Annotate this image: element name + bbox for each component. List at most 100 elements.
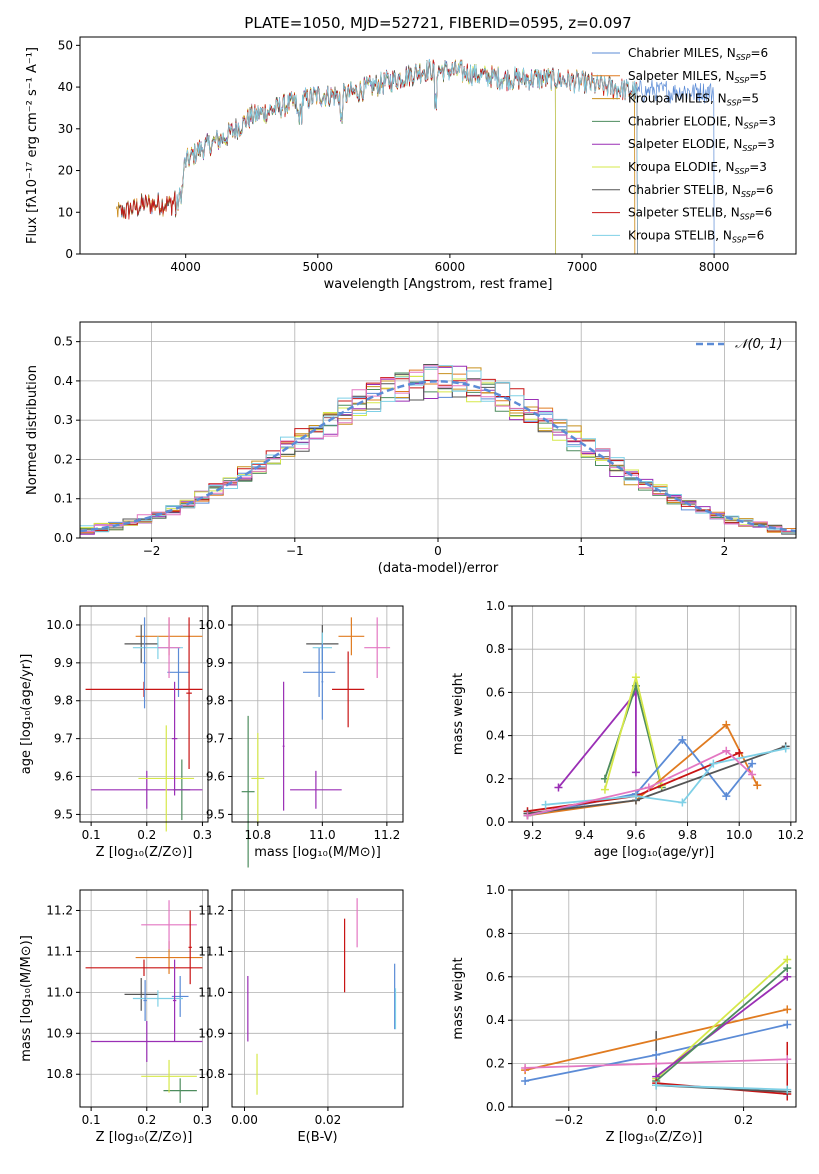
weight-marker <box>783 1020 792 1029</box>
weight-marker <box>709 759 718 768</box>
weight-marker <box>644 783 653 792</box>
y-tick-label: 0.8 <box>486 926 505 940</box>
weight-marker <box>783 1055 792 1064</box>
z-mass-grid <box>80 890 208 1107</box>
y-tick-label: 0.1 <box>54 492 73 506</box>
x-tick-label: −0.2 <box>554 1113 583 1127</box>
weight-marker <box>722 720 731 729</box>
weight-marker <box>631 673 640 682</box>
x-tick-label: 9.6 <box>626 828 645 842</box>
y-tick-label: 10 <box>58 205 73 219</box>
spectrum-line <box>116 59 636 254</box>
ebv-mass-frame <box>231 889 404 1108</box>
x-tick-label: 0.1 <box>82 1113 101 1127</box>
spectrum-line <box>173 59 556 254</box>
y-tick-label: 9.7 <box>54 732 73 746</box>
weight-marker <box>521 1076 530 1085</box>
weight-marker <box>783 1085 792 1094</box>
x-axis-label: mass [log₁₀(M/M⊙)] <box>254 845 381 860</box>
weight-line <box>527 738 753 817</box>
legend-entry: Chabrier ELODIE, NSSP=3 <box>628 114 776 130</box>
weight-marker <box>600 785 609 794</box>
legend-entry: Kroupa STELIB, NSSP=6 <box>628 228 764 244</box>
spectrum-frame <box>79 36 797 255</box>
x-tick-label: 0.2 <box>734 1113 753 1127</box>
x-axis-label: E(B-V) <box>297 1130 337 1145</box>
x-axis-label: Z [log₁₀(Z/Z⊙)] <box>606 1130 703 1145</box>
y-tick-label: 10.8 <box>198 1067 225 1081</box>
weight-marker <box>748 759 757 768</box>
z-mass-frame <box>79 889 209 1108</box>
y-tick-label: 9.6 <box>54 770 73 784</box>
y-tick-label: 11.0 <box>46 985 73 999</box>
weight-marker <box>652 1050 661 1059</box>
y-tick-label: 0.5 <box>54 335 73 349</box>
x-tick-label: 4000 <box>170 260 201 274</box>
y-axis-label: mass weight <box>451 957 466 1039</box>
legend-entry: Salpeter MILES, NSSP=5 <box>628 69 767 85</box>
weight-marker <box>781 744 790 753</box>
y-tick-label: 9.7 <box>206 732 225 746</box>
weight-marker <box>631 792 640 801</box>
y-tick-label: 11.1 <box>198 944 225 958</box>
weight-marker <box>541 800 550 809</box>
y-tick-label: 0.0 <box>54 531 73 545</box>
x-axis-label: Z [log₁₀(Z/Z⊙)] <box>96 845 193 860</box>
y-tick-label: 0.3 <box>54 413 73 427</box>
y-axis-label: mass weight <box>451 673 466 755</box>
x-tick-label: −1 <box>286 544 304 558</box>
x-tick-label: 5000 <box>303 260 334 274</box>
y-tick-label: 0.6 <box>486 970 505 984</box>
x-tick-label: 0.02 <box>315 1113 342 1127</box>
ebv-mass-grid <box>232 890 403 1107</box>
x-tick-label: 10.0 <box>726 828 753 842</box>
y-tick-label: 10.8 <box>46 1067 73 1081</box>
weight-marker <box>735 748 744 757</box>
x-axis-label: wavelength [Angstrom, rest frame] <box>324 277 553 292</box>
weight-line <box>655 967 788 1082</box>
x-tick-label: 0.3 <box>193 1113 212 1127</box>
y-tick-label: 9.8 <box>206 694 225 708</box>
y-tick-label: 0.4 <box>486 1013 505 1027</box>
weight-line <box>557 689 637 788</box>
weight-marker <box>521 1063 530 1072</box>
x-tick-label: 1 <box>577 544 585 558</box>
y-tick-label: 9.5 <box>54 807 73 821</box>
z-age-frame <box>79 605 209 823</box>
y-tick-label: 0.2 <box>486 772 505 786</box>
y-tick-label: 20 <box>58 164 73 178</box>
x-tick-label: 11.2 <box>374 828 401 842</box>
x-tick-label: 2 <box>721 544 729 558</box>
spectrum-line <box>119 58 715 254</box>
y-tick-label: 9.5 <box>206 807 225 821</box>
y-tick-label: 50 <box>58 38 73 52</box>
age-weight-grid <box>512 605 796 823</box>
y-tick-label: 0 <box>65 247 73 261</box>
weight-line <box>527 752 740 813</box>
y-tick-label: 0.6 <box>486 685 505 699</box>
y-tick-label: 11.2 <box>46 903 73 917</box>
x-tick-label: 10.2 <box>777 828 804 842</box>
y-axis-label: Flux [fλ10⁻¹⁷ erg cm⁻² s⁻¹ A⁻¹] <box>25 47 40 244</box>
weight-marker <box>652 1081 661 1090</box>
x-tick-label: 0.2 <box>137 1113 156 1127</box>
weight-line <box>527 749 753 817</box>
weight-marker <box>783 964 792 973</box>
x-tick-label: 0.3 <box>193 828 212 842</box>
y-tick-label: 9.6 <box>206 770 225 784</box>
y-tick-label: 0.2 <box>54 452 73 466</box>
y-tick-label: 0.4 <box>54 374 73 388</box>
weight-marker <box>783 1005 792 1014</box>
legend-entry: Kroupa MILES, NSSP=5 <box>628 92 759 108</box>
x-tick-label: 8000 <box>699 260 730 274</box>
weight-marker <box>783 955 792 964</box>
y-tick-label: 0.0 <box>486 815 505 829</box>
y-tick-label: 10.0 <box>46 618 73 632</box>
x-axis-label: Z [log₁₀(Z/Z⊙)] <box>96 1130 193 1145</box>
weight-marker <box>722 746 731 755</box>
x-tick-label: 0.2 <box>137 828 156 842</box>
legend-entry: 𝒩(0, 1) <box>735 337 782 352</box>
y-tick-label: 1.0 <box>486 599 505 613</box>
y-tick-label: 0.2 <box>486 1057 505 1071</box>
weight-line <box>524 1008 788 1071</box>
